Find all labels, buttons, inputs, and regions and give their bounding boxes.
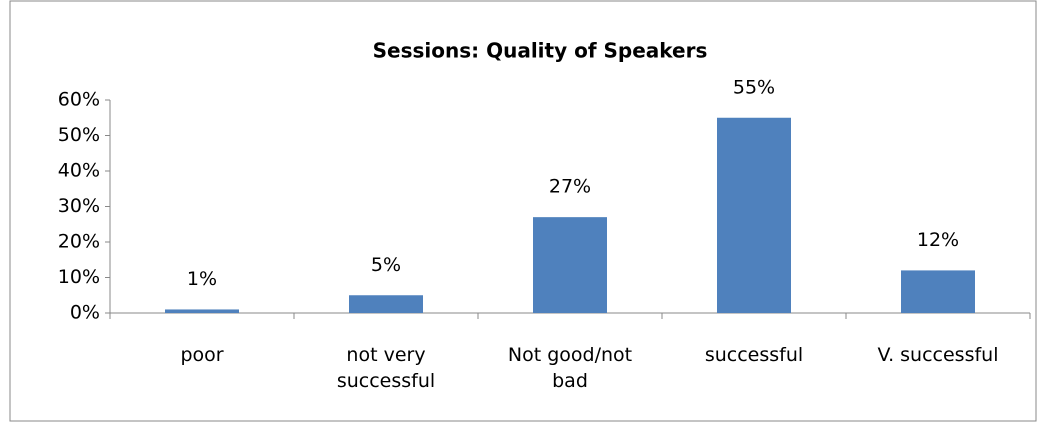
y-tick-label: 50%: [58, 124, 100, 146]
bar: [533, 217, 607, 313]
x-tick-label: V. successful: [877, 344, 999, 366]
x-tick-label: poor: [180, 344, 224, 366]
y-tick-label: 60%: [58, 89, 100, 111]
data-label: 55%: [733, 76, 775, 98]
y-tick-label: 0%: [70, 302, 100, 324]
data-label: 5%: [371, 254, 401, 276]
data-label: 1%: [187, 268, 217, 290]
x-tick-label: not very successful: [336, 344, 436, 392]
data-label: 27%: [549, 176, 591, 198]
bar: [349, 295, 423, 313]
y-tick-label: 10%: [58, 266, 100, 288]
y-tick-label: 30%: [58, 195, 100, 217]
bar: [165, 309, 239, 313]
x-tick-label: Not good/not bad: [507, 344, 633, 392]
chart-frame: [9, 0, 1037, 422]
y-tick-label: 40%: [58, 160, 100, 182]
x-tick-label: successful: [704, 344, 804, 366]
y-tick-label: 20%: [58, 231, 100, 253]
data-label: 12%: [917, 229, 959, 251]
chart-title: Sessions: Quality of Speakers: [373, 39, 708, 63]
bar: [901, 270, 975, 313]
bar: [717, 117, 791, 313]
